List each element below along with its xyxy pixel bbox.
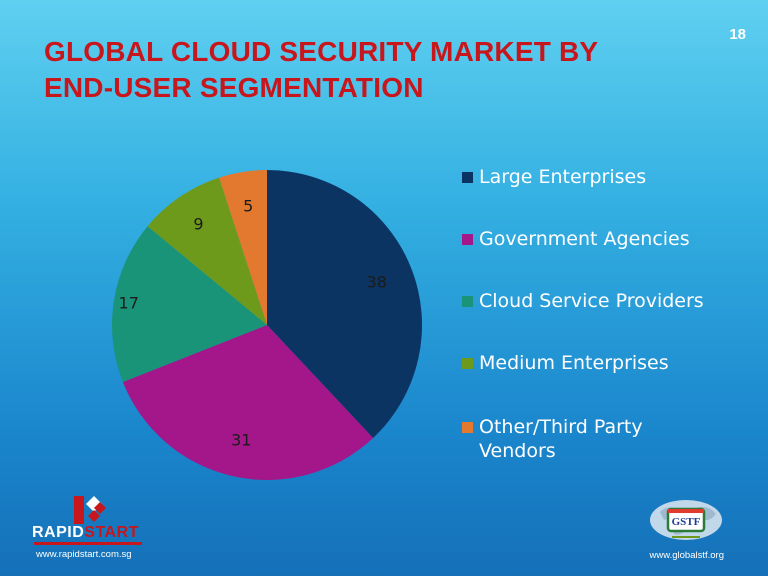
legend-label: Other/Third Party Vendors [479, 416, 643, 462]
gstf-url[interactable]: www.globalstf.org [649, 550, 724, 561]
title-line-2: END-USER SEGMENTATION [44, 72, 424, 103]
legend-label: Cloud Service Providers [479, 290, 704, 312]
pie-slice-other-third-party-vendors [219, 170, 267, 325]
pie-value-label: 17 [118, 293, 139, 313]
pie-value-label: 31 [231, 430, 252, 450]
pie-slice-large-enterprises [267, 170, 422, 438]
rapidstart-url[interactable]: www.rapidstart.com.sg [36, 549, 132, 560]
slide-number: 18 [729, 26, 746, 43]
gstf-logo-text: GSTF [672, 516, 701, 528]
legend-label: Large Enterprises [479, 166, 647, 188]
gstf-logo: GSTF [650, 500, 722, 540]
legend-item: Government Agencies [462, 227, 690, 251]
pie-value-label: 5 [243, 196, 254, 216]
pie-value-label: 38 [366, 272, 387, 292]
page-title: GLOBAL CLOUD SECURITY MARKET BY END-USER… [44, 34, 704, 106]
pie-slice-government-agencies [122, 325, 374, 480]
rapidstart-word-1: RAPID [32, 524, 85, 541]
rapidstart-wordmark: RAPIDSTART [32, 524, 139, 542]
rapidstart-tagline-bar [34, 542, 142, 545]
legend-swatch [462, 172, 473, 183]
legend-label: Government Agencies [479, 228, 690, 250]
rapidstart-word-2: START [84, 524, 139, 541]
pie-slice-medium-enterprises [147, 177, 267, 325]
legend-item: Large Enterprises [462, 165, 646, 189]
title-line-1: GLOBAL CLOUD SECURITY MARKET BY [44, 36, 599, 67]
legend-swatch [462, 358, 473, 369]
rapidstart-mark-icon [74, 496, 106, 524]
legend-label: Medium Enterprises [479, 352, 669, 374]
legend-item: Other/Third Party Vendors [462, 415, 669, 463]
pie-value-label: 9 [193, 214, 204, 234]
legend-swatch [462, 422, 473, 433]
legend-item: Cloud Service Providers [462, 289, 704, 313]
legend-swatch [462, 296, 473, 307]
legend-swatch [462, 234, 473, 245]
pie-slice-cloud-service-providers [112, 226, 268, 383]
legend-item: Medium Enterprises [462, 351, 669, 375]
